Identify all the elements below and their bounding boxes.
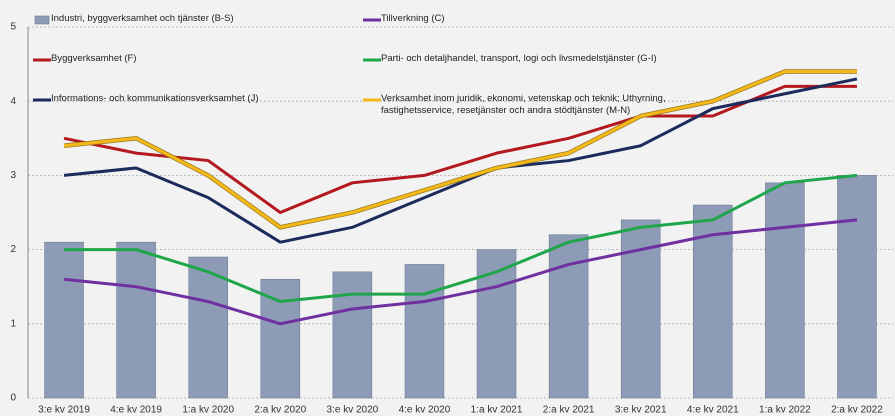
line (63, 218, 858, 326)
bar (404, 264, 445, 399)
y-tick-label: 4 (10, 96, 16, 107)
bar (116, 241, 156, 399)
y-tick-label: 0 (10, 393, 16, 404)
x-tick-label: 4:e kv 2021 (687, 405, 739, 416)
x-tick-label: 3:e kv 2021 (615, 405, 667, 416)
legend-label: Parti- och detaljhandel, transport, logi… (381, 53, 657, 64)
x-tick-label: 3:e kv 2019 (38, 405, 90, 416)
legend-label: Industri, byggverksamhet och tjänster (B… (51, 13, 234, 24)
bar (548, 234, 589, 399)
y-tick-label: 3 (10, 170, 16, 181)
bar (837, 175, 877, 399)
legend-item: Parti- och detaljhandel, transport, logi… (381, 53, 657, 64)
legend-label: Byggverksamhet (F) (51, 53, 137, 64)
line (64, 173, 858, 304)
legend-label: Verksamhet inom juridik, ekonomi, vetens… (381, 93, 666, 116)
line (63, 70, 857, 229)
x-tick-label: 2:a kv 2021 (543, 405, 595, 416)
legend-label: Informations- och kommunikationsverksamh… (51, 93, 259, 104)
legend-item: Industri, byggverksamhet och tjänster (B… (51, 13, 234, 24)
x-tick-label: 2:a kv 2020 (254, 405, 306, 416)
legend-item: Byggverksamhet (F) (51, 53, 137, 64)
legend-item: Verksamhet inom juridik, ekonomi, vetens… (381, 93, 666, 116)
x-tick-label: 1:a kv 2020 (182, 405, 234, 416)
x-tick-label: 2:a kv 2022 (831, 405, 883, 416)
legend-label: Tillverkning (C) (381, 13, 445, 24)
legend-item: Tillverkning (C) (381, 13, 445, 24)
line (63, 77, 858, 244)
x-tick-label: 1:a kv 2022 (759, 405, 811, 416)
y-tick-label: 5 (10, 22, 16, 33)
legend-item: Informations- och kommunikationsverksamh… (51, 93, 259, 104)
bar (44, 241, 84, 399)
bar (332, 271, 373, 399)
x-tick-label: 1:a kv 2021 (471, 405, 523, 416)
x-tick-label: 4:e kv 2019 (110, 405, 162, 416)
bar (765, 182, 805, 399)
bar (188, 256, 228, 399)
x-tick-label: 3:e kv 2020 (327, 405, 379, 416)
x-tick-label: 4:e kv 2020 (399, 405, 451, 416)
y-tick-label: 2 (10, 244, 16, 255)
y-tick-label: 1 (10, 318, 16, 329)
legend-swatch (34, 15, 50, 25)
line (63, 84, 857, 214)
